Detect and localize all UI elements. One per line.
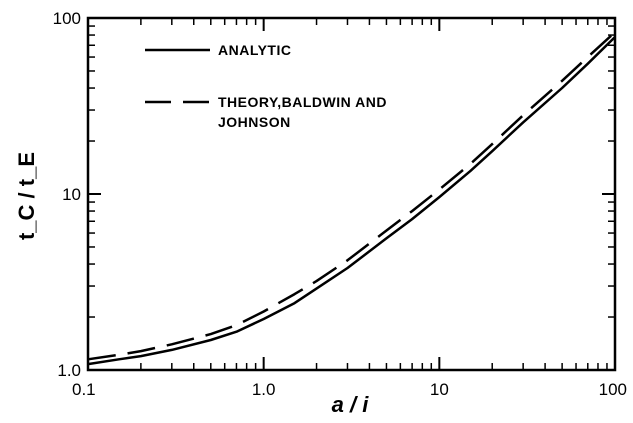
x-tick-label: 0.1	[72, 380, 96, 399]
series-line-analytic	[87, 36, 616, 366]
legend-label-theory-line1: THEORY,BALDWIN AND	[218, 94, 387, 110]
x-tick-label: 100	[599, 380, 627, 399]
y-tick-label: 10	[62, 185, 81, 204]
y-tick-label: 100	[53, 9, 81, 28]
y-tick-label: 1.0	[57, 361, 81, 380]
legend-label-theory-line2: JOHNSON	[218, 114, 291, 130]
plot-frame	[86, 16, 617, 372]
legend: ANALYTIC THEORY,BALDWIN AND JOHNSON	[145, 42, 387, 130]
series-layer	[87, 31, 616, 366]
ticks	[87, 17, 616, 371]
x-axis-label: a / i	[332, 392, 370, 417]
legend-label-analytic: ANALYTIC	[218, 42, 292, 58]
y-axis-label: t_C / t_E	[14, 152, 39, 240]
series-line-theory	[87, 31, 616, 361]
x-tick-label: 1.0	[252, 380, 276, 399]
x-tick-label: 10	[430, 380, 449, 399]
